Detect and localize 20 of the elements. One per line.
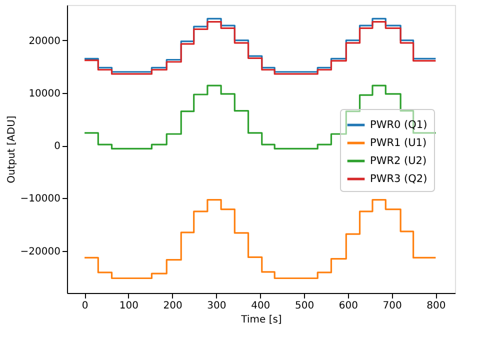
y-axis-title: Output [ADU] — [6, 116, 18, 184]
x-axis-title: Time [s] — [240, 314, 282, 326]
x-tick-label: 100 — [119, 300, 138, 312]
legend-label: PWR3 (Q2) — [370, 173, 428, 185]
x-tick-label: 700 — [382, 300, 402, 312]
legend-label: PWR0 (Q1) — [370, 119, 428, 131]
x-tick-label: 500 — [294, 300, 314, 312]
y-tick-label: −20000 — [20, 246, 60, 258]
y-tick-label: −10000 — [20, 194, 60, 205]
x-tick-label: 800 — [426, 300, 446, 312]
x-tick-label: 600 — [338, 300, 358, 312]
x-tick-label: 300 — [207, 300, 226, 312]
y-tick-label: 0 — [54, 141, 60, 152]
x-tick-label: 0 — [82, 300, 88, 312]
legend-label: PWR2 (U2) — [370, 155, 427, 167]
legend-label: PWR1 (U1) — [370, 137, 427, 149]
x-tick-label: 400 — [251, 300, 270, 312]
y-tick-label: 10000 — [28, 88, 60, 100]
x-tick-label: 200 — [163, 300, 182, 312]
y-tick-label: 20000 — [28, 36, 60, 47]
